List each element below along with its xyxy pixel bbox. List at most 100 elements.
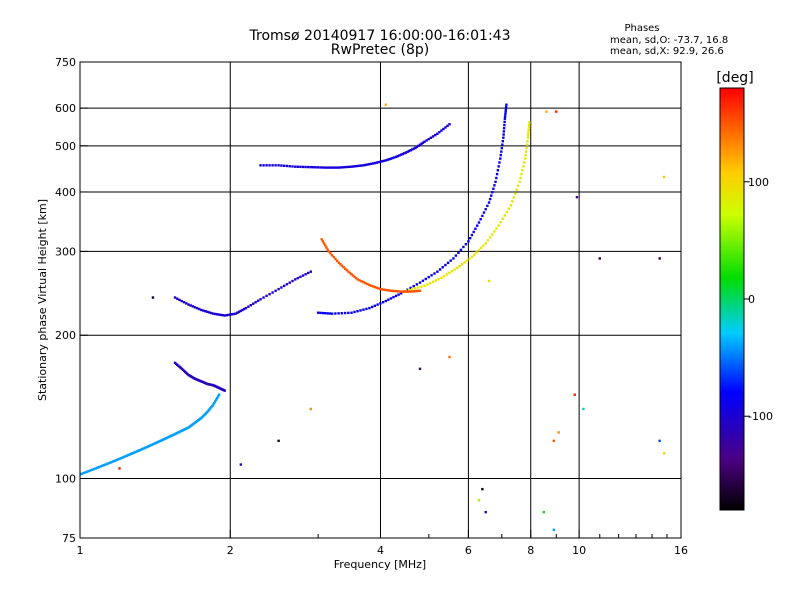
trace-point — [112, 460, 115, 463]
trace-point — [347, 311, 350, 315]
trace-point — [277, 164, 280, 167]
x-tick-label: 6 — [465, 544, 472, 557]
trace-point — [217, 393, 221, 396]
trace-point — [127, 453, 130, 457]
trace-point — [381, 160, 384, 163]
trace-point — [424, 277, 428, 281]
trace-point — [107, 462, 110, 465]
trace-point — [105, 462, 109, 466]
trace-point — [434, 279, 438, 282]
trace-point — [389, 297, 393, 300]
trace-point — [164, 437, 167, 440]
trace-point — [498, 161, 501, 164]
trace-point — [146, 445, 149, 448]
trace-point — [350, 273, 353, 276]
trace-point — [377, 160, 380, 164]
trace-point — [307, 165, 310, 169]
trace-point — [465, 259, 469, 262]
trace-point — [212, 312, 215, 315]
chart-subtitle: RwPretec (8p) — [331, 42, 429, 58]
trace-point — [499, 220, 502, 224]
trace-point — [495, 176, 498, 180]
trace-point — [382, 159, 386, 163]
trace-point — [412, 284, 415, 288]
trace-point — [373, 304, 377, 307]
trace-point — [396, 154, 400, 158]
trace-point — [525, 146, 528, 150]
trace-point — [502, 130, 506, 133]
trace-point — [237, 310, 241, 314]
trace-point — [124, 455, 127, 458]
trace-point — [323, 312, 327, 315]
trace-point — [411, 290, 414, 293]
scatter-point — [658, 257, 661, 260]
trace-point — [254, 301, 257, 304]
trace-point — [454, 254, 458, 257]
trace-point — [356, 164, 359, 168]
trace-point — [427, 275, 430, 279]
trace-point — [221, 314, 225, 317]
trace-point — [398, 290, 401, 293]
trace-point — [268, 292, 271, 296]
trace-point — [388, 158, 391, 161]
trace-point — [421, 279, 425, 282]
scatter-point — [555, 110, 558, 113]
trace-point — [227, 313, 230, 317]
trace-point — [241, 308, 244, 312]
trace-point — [392, 295, 395, 299]
trace-point — [415, 145, 419, 149]
trace-point — [288, 165, 291, 168]
trace-point — [521, 169, 524, 172]
trace-point — [285, 164, 289, 168]
trace-point — [505, 103, 508, 106]
trace-point — [165, 436, 168, 440]
trace-point — [518, 180, 521, 184]
trace-point — [470, 255, 474, 259]
trace-point — [444, 126, 447, 129]
trace-point — [502, 127, 506, 130]
trace-point — [153, 442, 156, 445]
trace-point — [321, 311, 325, 315]
trace-point — [143, 446, 147, 450]
trace-point — [407, 288, 411, 292]
trace-point — [407, 290, 411, 293]
trace-point — [96, 466, 99, 469]
y-tick-label: 750 — [55, 56, 76, 69]
y-tick-label: 400 — [55, 186, 76, 199]
trace-point — [450, 270, 454, 273]
trace-point — [329, 252, 332, 255]
scatter-point — [239, 463, 243, 466]
trace-point — [528, 121, 531, 124]
trace-point — [102, 463, 106, 467]
trace-point — [488, 197, 492, 201]
trace-point — [364, 281, 367, 285]
trace-point — [420, 285, 423, 288]
trace-point — [415, 283, 419, 286]
trace-point — [504, 105, 508, 109]
trace-point — [446, 261, 450, 265]
trace-point — [381, 288, 384, 291]
x-axis-ticks: 1 2 4 6 8 10 16 — [77, 530, 688, 557]
trace-point — [440, 276, 443, 280]
trace-point — [370, 305, 374, 309]
trace-point — [414, 287, 417, 290]
trace-point — [436, 270, 439, 273]
trace-point — [347, 270, 350, 273]
trace-point — [187, 303, 190, 306]
trace-point — [412, 290, 416, 293]
trace-point — [356, 310, 359, 313]
trace-point — [217, 313, 221, 316]
trace-point — [142, 447, 145, 450]
trace-point — [505, 210, 509, 214]
scatter-point — [151, 296, 155, 299]
trace-point — [479, 217, 482, 221]
trace-point — [417, 286, 420, 289]
trace-point — [340, 312, 344, 315]
trace-point — [417, 144, 420, 148]
trace-point — [406, 288, 409, 291]
trace-point — [288, 281, 291, 284]
trace-point — [348, 271, 352, 275]
trace-point — [453, 268, 456, 271]
trace-point — [375, 286, 378, 289]
trace-point — [87, 469, 91, 473]
